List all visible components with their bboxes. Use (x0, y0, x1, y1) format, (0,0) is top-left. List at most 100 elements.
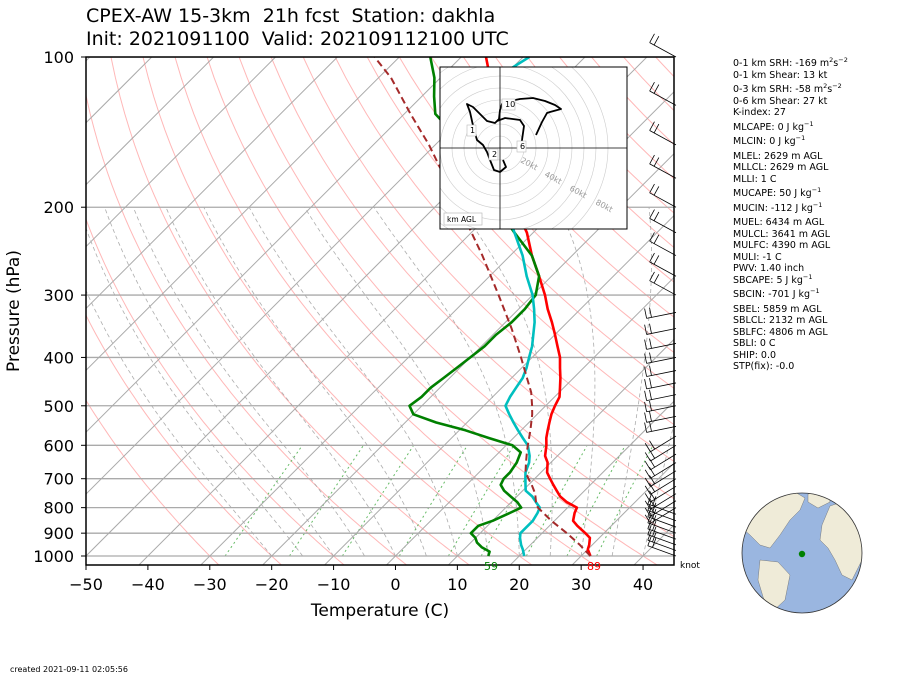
index-line: SHIP: 0.0 (733, 349, 777, 361)
dry-adiabat (430, 57, 674, 318)
y-axis-label: Pressure (hPa) (4, 250, 24, 372)
hodograph-height-box (501, 98, 516, 111)
wind-barb-flag (649, 466, 656, 476)
dry-adiabat (86, 314, 283, 565)
wind-barb-shaft (649, 280, 677, 296)
index-line: MUEL: 6434 m AGL (733, 217, 825, 228)
wind-barb-shaft (649, 192, 677, 208)
wind-barb-flag (653, 186, 660, 196)
dry-adiabat (334, 57, 674, 426)
wind-barb-shaft (647, 545, 677, 557)
y-tick-label: 400 (43, 348, 74, 367)
wind-barb-flag (644, 493, 651, 503)
wind-barb-flag (649, 121, 655, 131)
x-tick-label: 20 (509, 575, 529, 594)
wind-barb-flag (644, 485, 651, 495)
isotherm (86, 57, 276, 248)
wind-barb-flag (649, 511, 656, 521)
globe-outline (741, 492, 863, 614)
plot-frame (85, 56, 675, 566)
y-tick-label: 1000 (33, 547, 74, 566)
mixing-ratio-line (398, 445, 468, 557)
wind-barb-shaft (649, 130, 677, 146)
hodograph-frame (439, 66, 628, 230)
wind-barb-shaft (647, 522, 677, 534)
wind-barb-shaft (649, 163, 677, 179)
index-line: SBEL: 5859 m AGL (733, 303, 822, 315)
dry-adiabat (110, 57, 471, 565)
wind-barb-flag (644, 339, 647, 350)
dry-adiabat (142, 57, 533, 565)
isotherm (447, 338, 674, 565)
dry-adiabat (238, 57, 674, 538)
x-tick-label: 0 (390, 575, 400, 594)
wind-unit-label: knot (680, 561, 700, 571)
isotherm (86, 57, 400, 372)
wind-barb-flag (644, 422, 647, 433)
created-timestamp: created 2021-09-11 02:05:56 (10, 665, 128, 674)
wind-barb-flag (649, 82, 655, 92)
mixing-ratio-line (289, 445, 364, 557)
x-tick-label: −20 (255, 575, 289, 594)
index-line: MLEL: 2629 m AGL (733, 150, 823, 162)
wind-barb-flag (653, 157, 660, 167)
y-tick-label: 800 (43, 499, 74, 518)
wind-barb-flag (649, 483, 656, 492)
index-line: 0-1 km Shear: 13 kt (733, 69, 828, 81)
y-tick-label: 500 (43, 397, 74, 416)
dry-adiabat (270, 57, 674, 500)
wind-barb-flag (644, 443, 651, 452)
wind-barb-flag (644, 366, 647, 377)
index-line: MUCIN: -112 J kg−1 (733, 200, 823, 214)
index-line: SBLI: 0 C (733, 338, 776, 349)
x-tick-label: −10 (317, 575, 351, 594)
y-tick-label: 900 (43, 524, 74, 543)
wind-barb-flag (644, 379, 647, 389)
wind-barb-flag (644, 507, 651, 517)
x-tick-label: 40 (633, 575, 653, 594)
wind-barb-flag (653, 36, 660, 46)
wind-barb-flag (644, 514, 651, 524)
wind-barb-flag (649, 33, 655, 43)
isotherm (509, 400, 674, 565)
index-line: MULFC: 4390 m AGL (733, 240, 831, 251)
moist-adiabat (459, 206, 553, 557)
y-axis: 100 200 300 400 500 600 700 800 900 1000 (33, 48, 86, 566)
index-line: MULCL: 3641 m AGL (733, 228, 831, 240)
wind-barb-flag (647, 525, 652, 535)
isotherm (86, 57, 462, 433)
wind-barb-flag (653, 84, 660, 94)
surface-temperature-label: 89 (587, 560, 601, 573)
wind-barb-flag (649, 400, 652, 411)
index-line: SBLCL: 2132 m AGL (733, 315, 828, 326)
index-line: PWV: 1.40 inch (733, 263, 805, 274)
y-tick-label: 700 (43, 470, 74, 489)
wind-barb-shaft (647, 534, 677, 546)
moist-adiabat (558, 207, 596, 557)
index-line: SBLFC: 4806 m AGL (733, 326, 828, 338)
wind-barb-flag (649, 497, 656, 507)
hodograph-height-box (516, 140, 527, 153)
globe-land-south-america (757, 559, 791, 613)
wind-barb-flag (647, 513, 652, 524)
wind-barb-flag (644, 390, 647, 401)
surface-dewpoint-label: 59 (484, 560, 498, 573)
index-line: MULI: -1 C (733, 251, 782, 263)
x-tick-label: 10 (447, 575, 467, 594)
index-line: STP(fix): -0.0 (733, 361, 795, 372)
hodograph-trace (466, 97, 562, 173)
wind-barb-shaft (650, 478, 677, 495)
hodograph-height-box (466, 124, 477, 137)
hodograph-height-label: 2 (492, 150, 497, 159)
wind-barb-flag (644, 324, 647, 335)
wind-barb-flag (649, 475, 656, 485)
isotherm (86, 57, 338, 310)
wind-barb-flag (653, 274, 660, 284)
hodograph-height-label: 6 (520, 142, 525, 151)
wind-barbs (644, 33, 677, 557)
index-line: MLLI: 1 C (733, 173, 777, 185)
moist-adiabat (86, 289, 273, 557)
wind-barb-flag (644, 308, 647, 319)
dry-adiabat (880, 57, 906, 567)
wind-barb-flag (649, 154, 655, 165)
